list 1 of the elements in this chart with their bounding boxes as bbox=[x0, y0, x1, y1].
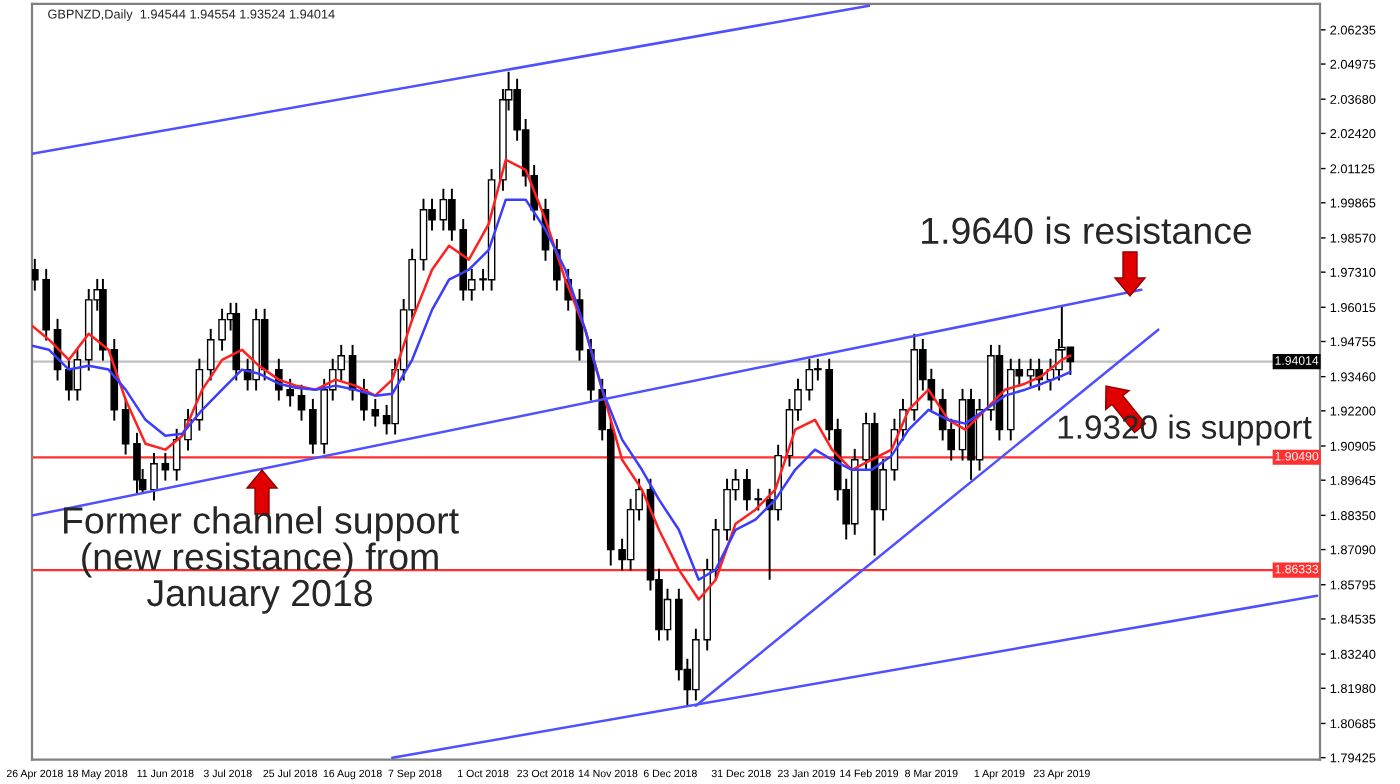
annotation: 1.9640 is resistance bbox=[922, 216, 1252, 245]
